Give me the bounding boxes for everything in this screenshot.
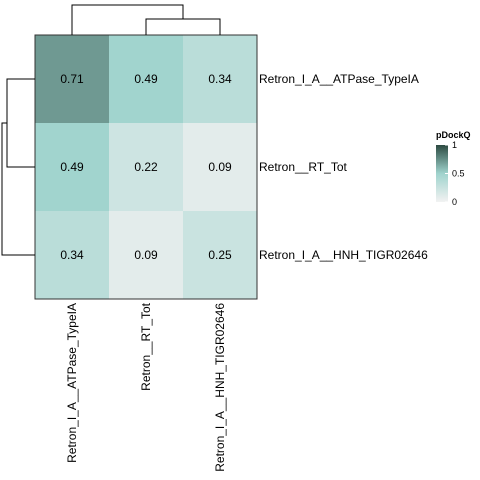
cell-value-label: 0.22 xyxy=(134,160,158,174)
heatmap-cell xyxy=(183,211,257,299)
legend-colorbar xyxy=(436,145,448,202)
heatmap-cells: 0.71 0.49 0.34 0.49 0.22 0.09 0.34 0.09 0.25 xyxy=(35,35,257,299)
cell-value-label: 0.34 xyxy=(208,72,232,86)
cell-value-label: 0.25 xyxy=(208,248,232,262)
column-label: Retron_I_A__HNH_TIGR02646 xyxy=(213,303,227,472)
row-labels: Retron_I_A__ATPase_TypeIA Retron__RT_Tot R… xyxy=(259,72,428,262)
heatmap-cell xyxy=(109,35,183,123)
heatmap-cell xyxy=(35,35,109,123)
legend-tick-label: 0 xyxy=(452,197,457,207)
legend-tick-label: 0.5 xyxy=(452,169,465,179)
legend-title: pDockQ xyxy=(436,130,471,140)
heatmap-cell xyxy=(183,35,257,123)
legend-tick-label: 1 xyxy=(452,140,457,150)
cell-value-label: 0.34 xyxy=(60,248,84,262)
cell-value-label: 0.49 xyxy=(60,160,84,174)
col-dendro-merge-inner xyxy=(145,18,221,35)
heatmap-cell xyxy=(35,211,109,299)
row-label: Retron__RT_Tot xyxy=(259,160,347,174)
heatmap-cell xyxy=(109,123,183,211)
legend: pDockQ 00.51 xyxy=(436,130,471,207)
cell-value-label: 0.71 xyxy=(60,72,84,86)
cell-value-label: 0.09 xyxy=(134,248,158,262)
heatmap-cell xyxy=(35,123,109,211)
column-label: Retron_I_A__ATPase_TypeIA xyxy=(65,303,79,463)
col-dendro-merge-outer xyxy=(71,4,184,35)
column-labels: Retron_I_A__ATPase_TypeIA Retron__RT_Tot R… xyxy=(65,302,227,471)
row-dendro-merge-inner xyxy=(6,78,35,168)
legend-ticks: 00.51 xyxy=(445,140,465,207)
row-dendrogram xyxy=(1,78,35,256)
heatmap-cell xyxy=(183,123,257,211)
column-dendrogram xyxy=(71,4,221,35)
row-dendro-merge-outer xyxy=(1,122,35,256)
heatmap-cell xyxy=(109,211,183,299)
row-label: Retron_I_A__HNH_TIGR02646 xyxy=(259,248,428,262)
cell-value-label: 0.09 xyxy=(208,160,232,174)
cell-value-label: 0.49 xyxy=(134,72,158,86)
column-label: Retron__RT_Tot xyxy=(139,302,153,390)
row-label: Retron_I_A__ATPase_TypeIA xyxy=(259,72,419,86)
